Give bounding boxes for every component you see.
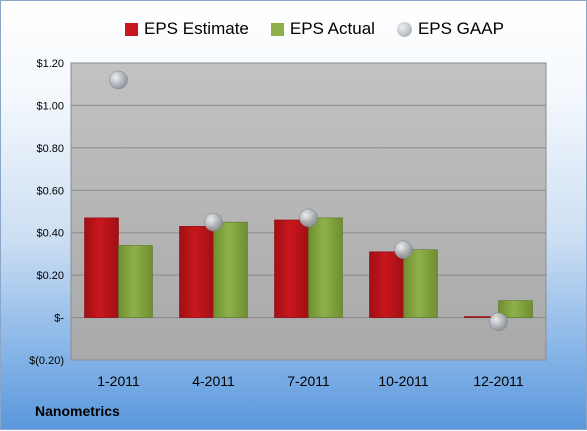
company-name: Nanometrics [35, 403, 120, 419]
y-tick-label: $(0.20) [29, 355, 64, 367]
bar-eps-actual [308, 217, 343, 318]
legend-item-estimate: EPS Estimate [125, 19, 249, 39]
y-tick-label: $0.60 [36, 185, 64, 197]
marker-eps-gaap [299, 208, 318, 228]
marker-eps-gaap [109, 70, 128, 90]
y-tick-label: $1.00 [36, 100, 64, 112]
bar-eps-actual [498, 300, 533, 318]
legend-item-gaap: EPS GAAP [396, 19, 504, 39]
legend-label-gaap: EPS GAAP [417, 19, 504, 38]
bar-eps-actual [213, 221, 248, 318]
y-tick-label: $0.40 [36, 228, 64, 240]
bar-eps-actual [118, 245, 153, 318]
x-tick-label: 12-2011 [473, 373, 524, 389]
marker-eps-gaap [204, 212, 223, 232]
legend-label-estimate: EPS Estimate [144, 19, 249, 38]
bar-eps-estimate [369, 251, 404, 318]
bar-eps-actual [403, 249, 438, 318]
legend-label-actual: EPS Actual [289, 19, 375, 38]
legend-swatch-actual [270, 22, 284, 36]
bar-eps-estimate [84, 217, 119, 318]
x-tick-label: 1-2011 [97, 373, 140, 389]
x-tick-label: 10-2011 [378, 373, 429, 389]
legend-item-actual: EPS Actual [270, 19, 375, 39]
legend: EPS Estimate EPS Actual EPS GAAP [125, 19, 504, 39]
bar-eps-estimate [274, 219, 309, 318]
y-tick-label: $0.20 [36, 270, 64, 282]
legend-swatch-estimate [125, 22, 138, 36]
y-tick-label: $1.20 [36, 58, 64, 70]
legend-swatch-gaap [396, 21, 412, 37]
bar-eps-estimate [179, 226, 214, 318]
y-tick-label: $0.80 [36, 143, 64, 155]
y-tick-label: $- [54, 313, 64, 325]
marker-eps-gaap [489, 312, 508, 332]
x-tick-label: 4-2011 [192, 373, 235, 389]
marker-eps-gaap [394, 240, 413, 259]
x-tick-label: 7-2011 [287, 373, 330, 389]
